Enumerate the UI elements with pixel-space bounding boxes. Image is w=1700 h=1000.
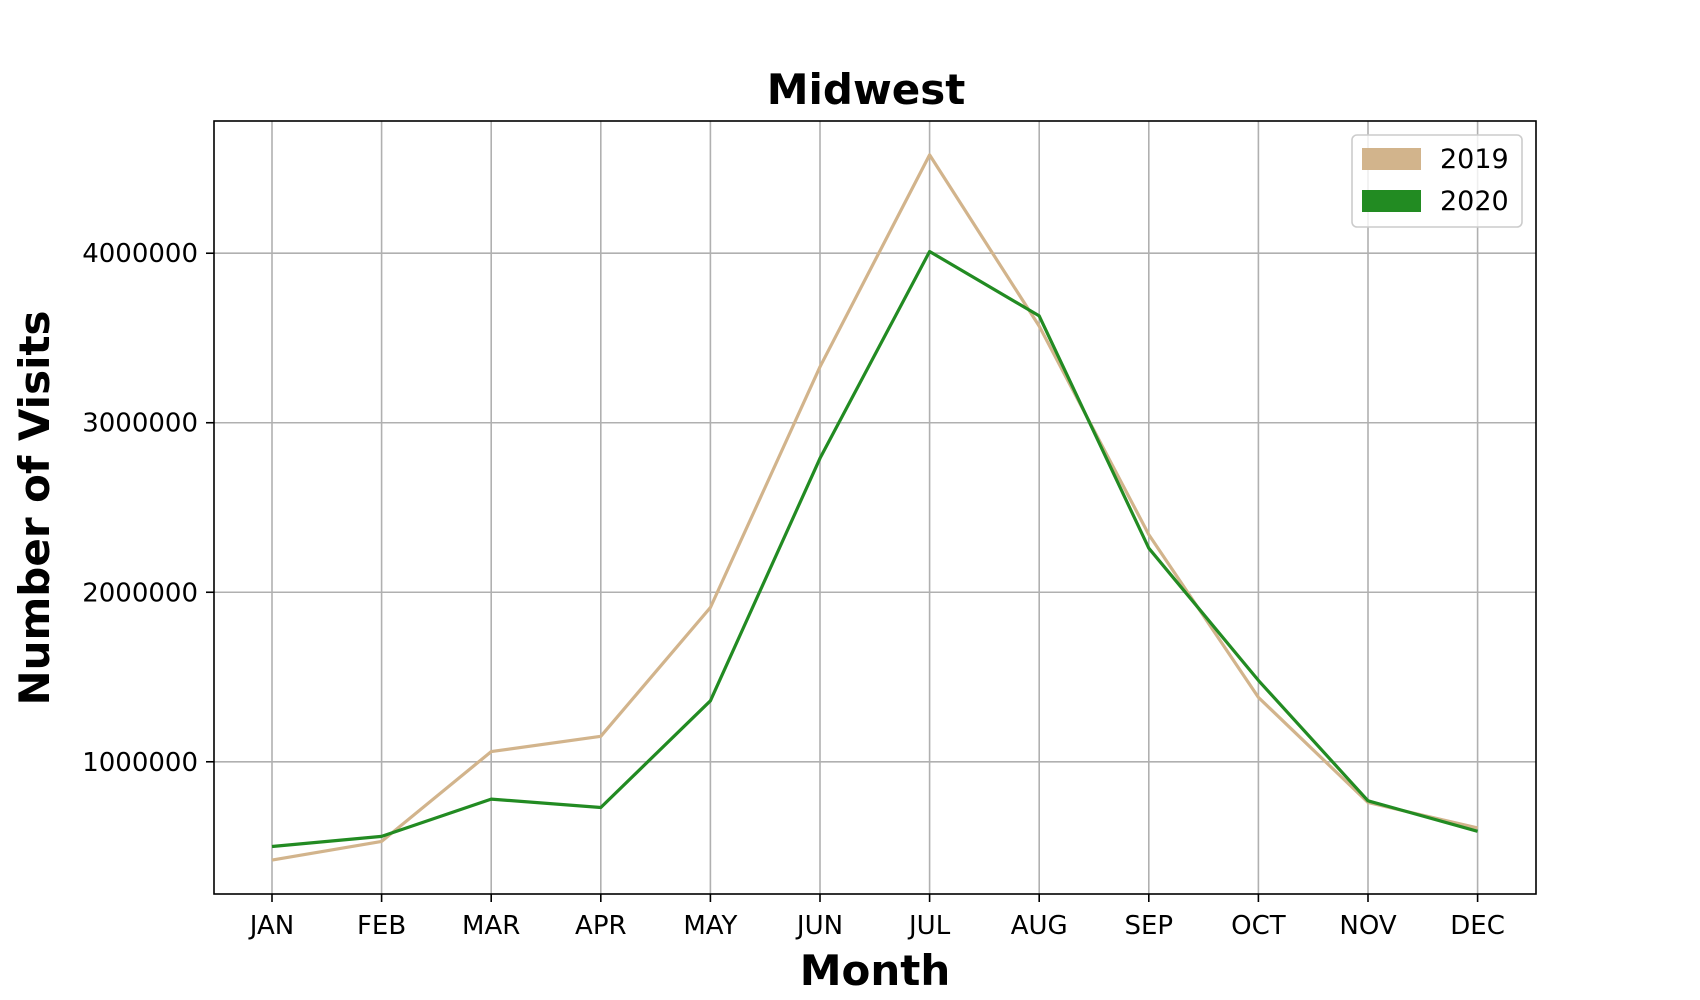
grid-lines	[214, 121, 1536, 894]
y-axis-label: Number of Visits	[10, 310, 59, 705]
x-tick-label: NOV	[1339, 911, 1396, 941]
legend-label-2020: 2020	[1440, 186, 1509, 217]
axis-ticks: JAN FEB MAR APR MAY JUN JUL AUG SEP OCT NOV DEC 1000…	[82, 239, 1505, 941]
x-tick-label: APR	[575, 911, 627, 941]
legend: 2019 2020	[1351, 134, 1523, 228]
y-tick-label: 4000000	[82, 239, 198, 269]
x-tick-label: MAR	[462, 911, 520, 941]
x-tick-label: DEC	[1450, 911, 1505, 941]
x-tick-label: FEB	[357, 911, 406, 941]
series-lines	[271, 153, 1479, 862]
legend-swatch-2020	[1362, 190, 1421, 212]
x-tick-label: JUL	[907, 911, 951, 941]
y-tick-label: 1000000	[82, 748, 198, 778]
x-tick-label: OCT	[1231, 911, 1286, 941]
x-tick-label: AUG	[1011, 911, 1068, 941]
series-line-2020	[271, 249, 1479, 849]
x-tick-label: MAY	[683, 911, 737, 941]
x-tick-label: JAN	[248, 911, 294, 941]
y-tick-label: 2000000	[82, 578, 198, 608]
chart-title: Midwest	[767, 65, 966, 114]
plot-frame	[213, 120, 1537, 895]
y-tick-label: 3000000	[82, 409, 198, 439]
x-tick-label: JUN	[795, 911, 843, 941]
x-axis-label: Month	[800, 946, 951, 995]
legend-label-2019: 2019	[1440, 144, 1509, 175]
legend-swatch-2019	[1362, 148, 1421, 170]
x-tick-label: SEP	[1124, 911, 1173, 941]
series-line-2019	[271, 153, 1478, 862]
